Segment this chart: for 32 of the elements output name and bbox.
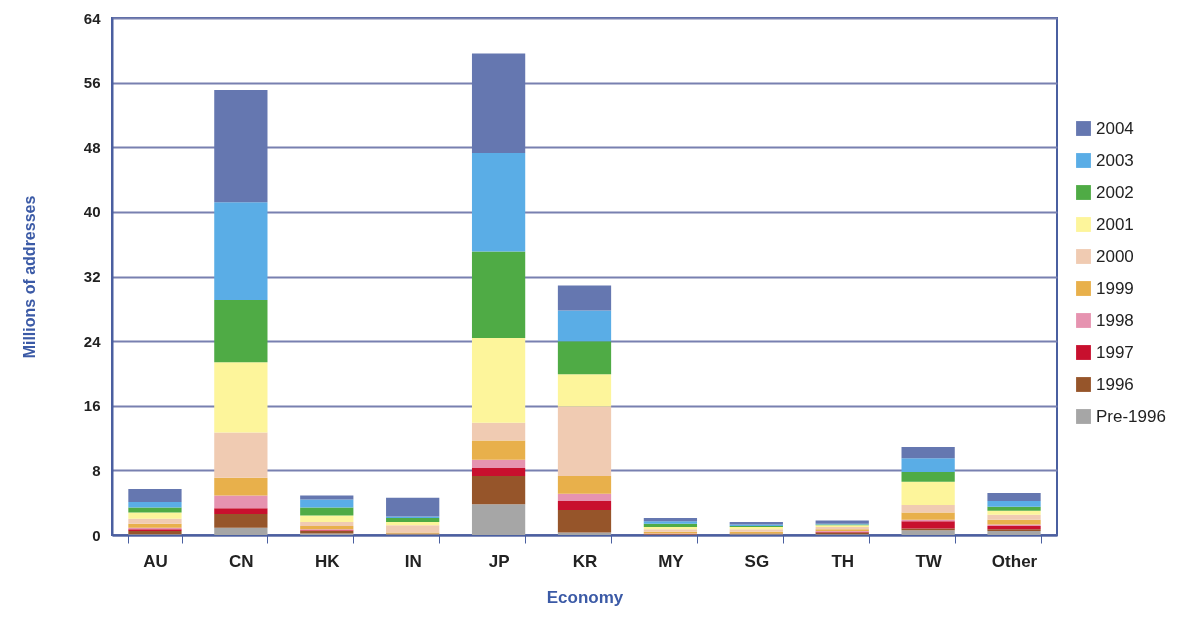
- x-tick-label: SG: [744, 551, 770, 571]
- legend-label: 2004: [1096, 118, 1134, 138]
- y-tick-label: 16: [83, 397, 101, 415]
- y-tick-label: 24: [83, 332, 102, 350]
- x-tick-label: JP: [488, 551, 510, 571]
- legend-label: Pre-1996: [1096, 406, 1166, 426]
- legend-label: 1997: [1096, 342, 1134, 362]
- legend-label: 2001: [1096, 214, 1134, 234]
- x-tick-label: Other: [991, 551, 1038, 571]
- x-tick-label: IN: [404, 551, 422, 571]
- y-axis-title: Millions of addresses: [20, 195, 38, 359]
- legend-label: 1999: [1096, 278, 1134, 298]
- x-tick-label: KR: [572, 551, 598, 571]
- y-tick-label: 32: [83, 268, 101, 285]
- legend-label: 2003: [1096, 150, 1134, 170]
- legend-label: 1998: [1096, 310, 1134, 330]
- y-tick-label: 0: [92, 526, 101, 544]
- x-tick-label: AU: [143, 551, 168, 571]
- legend-label: 1996: [1096, 374, 1134, 394]
- y-tick-label: 64: [83, 9, 102, 27]
- y-tick-label: 8: [92, 461, 101, 479]
- x-tick-label: CN: [229, 551, 254, 571]
- x-tick-label: TH: [831, 551, 855, 571]
- x-axis-title: Economy: [546, 587, 624, 607]
- legend-label: 2000: [1096, 246, 1134, 266]
- x-tick-label: MY: [658, 551, 685, 571]
- y-tick-label: 48: [83, 138, 101, 156]
- y-tick-label: 56: [83, 74, 101, 92]
- y-tick-label: 40: [83, 203, 101, 221]
- x-tick-label: TW: [915, 551, 943, 571]
- legend-label: 2002: [1096, 182, 1134, 202]
- x-tick-label: HK: [314, 551, 341, 571]
